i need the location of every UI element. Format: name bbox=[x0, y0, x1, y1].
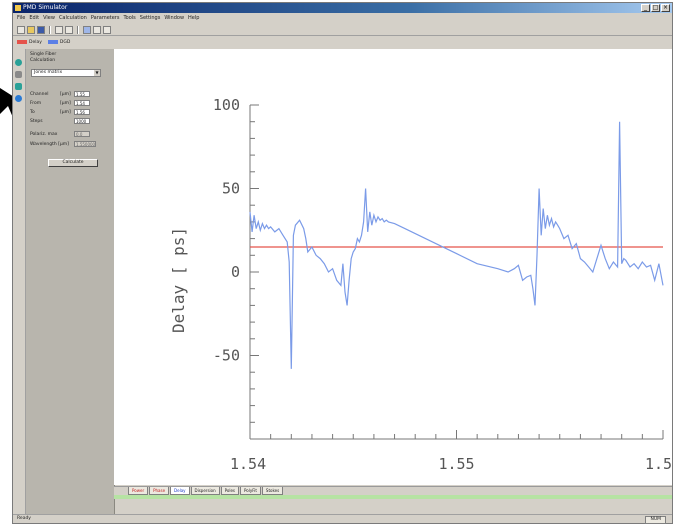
window-title: PMD Simulator bbox=[23, 4, 68, 11]
tab-power[interactable]: Power bbox=[128, 487, 149, 495]
tab-phase[interactable]: Phase bbox=[149, 487, 170, 495]
save-icon[interactable] bbox=[37, 25, 45, 34]
param-label: Channel bbox=[30, 92, 49, 97]
minimize-icon[interactable]: _ bbox=[641, 4, 650, 12]
parameter-panel: Single Fiber Calculation Jones matrix ▼ … bbox=[26, 49, 115, 519]
param-input-steps[interactable]: 1000 bbox=[74, 118, 90, 124]
y-tick-label: 0 bbox=[231, 263, 240, 281]
param-label: To bbox=[30, 110, 35, 115]
y-tick-label: 50 bbox=[222, 180, 240, 198]
menu-window[interactable]: Window bbox=[164, 15, 185, 21]
toolbar bbox=[13, 24, 672, 36]
menu-view[interactable]: View bbox=[43, 15, 55, 21]
tab-stokes[interactable]: Stokes bbox=[261, 487, 284, 495]
method-select-value: Jones matrix bbox=[34, 70, 63, 75]
y-tick-label: -50 bbox=[213, 347, 240, 365]
panel-subtitle: Calculation bbox=[30, 58, 56, 63]
menu-settings[interactable]: Settings bbox=[139, 15, 161, 21]
legend-swatch-dgd bbox=[47, 40, 58, 44]
param-unit: [µm] bbox=[60, 101, 71, 106]
toolbar-separator bbox=[77, 25, 79, 34]
param-input-channel[interactable]: 1.55 bbox=[74, 91, 90, 97]
status-text: Ready bbox=[17, 516, 31, 521]
side-icon-strip bbox=[13, 49, 26, 519]
param-input-polariz[interactable]: 0.0 bbox=[74, 131, 90, 137]
tab-poles[interactable]: Poles bbox=[220, 487, 240, 495]
y-tick-label: 100 bbox=[213, 96, 240, 114]
progress-strip bbox=[114, 495, 672, 499]
panel-title: Single Fiber bbox=[30, 52, 57, 57]
tab-dispersion[interactable]: Dispersion bbox=[190, 487, 220, 495]
grid-icon[interactable] bbox=[93, 25, 101, 34]
tab-polyfit[interactable]: PolyFit bbox=[240, 487, 261, 495]
tab-delay[interactable]: Delay bbox=[170, 487, 190, 495]
menu-parameters[interactable]: Parameters bbox=[90, 15, 120, 21]
legend-label-dgd: DGD bbox=[59, 39, 71, 45]
open-icon[interactable] bbox=[27, 25, 35, 34]
menu-tools[interactable]: Tools bbox=[123, 15, 136, 21]
x-tick-label: 1.55 bbox=[438, 455, 474, 473]
param-row-channel: Channel [µm] 1.55 bbox=[30, 91, 110, 98]
param-row-polariz: Polariz. max 0.0 bbox=[30, 131, 110, 138]
param-input-wavelength[interactable]: 1.550000 bbox=[74, 141, 96, 147]
menu-edit[interactable]: Edit bbox=[29, 15, 40, 21]
param-label: Wavelength [µm] bbox=[30, 142, 69, 147]
param-row-wavelength: Wavelength [µm] 1.550000 bbox=[30, 141, 110, 148]
window-controls: _ □ × bbox=[641, 4, 670, 12]
print-icon[interactable] bbox=[65, 25, 73, 34]
param-input-to[interactable]: 1.56 bbox=[74, 109, 90, 115]
param-label: Steps bbox=[30, 119, 43, 124]
new-icon[interactable] bbox=[17, 25, 25, 34]
param-row-steps: Steps 1000 bbox=[30, 118, 110, 125]
help-icon[interactable] bbox=[103, 25, 111, 34]
legend-item[interactable]: DGD bbox=[47, 39, 71, 45]
x-tick-label: 1.56 bbox=[645, 455, 672, 473]
layers-icon[interactable] bbox=[15, 71, 22, 78]
menu-calculation[interactable]: Calculation bbox=[58, 15, 87, 21]
series-line-delay bbox=[249, 121, 664, 369]
legend-label-delay: Delay bbox=[29, 39, 42, 45]
param-unit: [µm] bbox=[60, 110, 71, 115]
chart-icon[interactable] bbox=[15, 83, 22, 90]
view-tabs: Power Phase Delay Dispersion Poles PolyF… bbox=[114, 486, 672, 495]
status-bar: Ready NUM bbox=[13, 514, 672, 524]
cut-icon[interactable] bbox=[55, 25, 63, 34]
menu-bar: File Edit View Calculation Parameters To… bbox=[13, 13, 672, 23]
param-label: From bbox=[30, 101, 42, 106]
x-tick-label: 1.54 bbox=[230, 455, 266, 473]
close-icon[interactable]: × bbox=[661, 4, 670, 12]
legend-swatch-delay bbox=[17, 40, 27, 44]
menu-file[interactable]: File bbox=[17, 15, 26, 21]
toolbar-separator bbox=[49, 25, 51, 34]
param-unit: [µm] bbox=[60, 92, 71, 97]
legend-item[interactable]: Delay bbox=[17, 40, 42, 45]
menu-help[interactable]: Help bbox=[188, 15, 200, 21]
title-bar[interactable]: PMD Simulator _ □ × bbox=[13, 3, 672, 13]
legend-strip: Delay DGD bbox=[13, 37, 672, 47]
settings-icon[interactable] bbox=[15, 95, 22, 102]
param-input-from[interactable]: 1.54 bbox=[74, 100, 90, 106]
param-row-from: From [µm] 1.54 bbox=[30, 100, 110, 107]
pointer-arrow-icon bbox=[0, 88, 22, 120]
chevron-down-icon[interactable]: ▼ bbox=[94, 70, 100, 76]
app-window: PMD Simulator _ □ × File Edit View Calcu… bbox=[12, 2, 673, 524]
maximize-icon[interactable]: □ bbox=[651, 4, 660, 12]
method-select[interactable]: Jones matrix ▼ bbox=[31, 69, 101, 77]
calculate-button[interactable]: Calculate bbox=[48, 159, 98, 167]
fiber-icon[interactable] bbox=[15, 59, 22, 66]
app-icon bbox=[15, 5, 21, 11]
status-indicator: NUM bbox=[645, 516, 666, 524]
param-label: Polariz. max bbox=[30, 132, 58, 137]
param-row-to: To [µm] 1.56 bbox=[30, 109, 110, 116]
zoom-icon[interactable] bbox=[83, 25, 91, 34]
y-axis-label: Delay [ ps] bbox=[169, 227, 188, 333]
